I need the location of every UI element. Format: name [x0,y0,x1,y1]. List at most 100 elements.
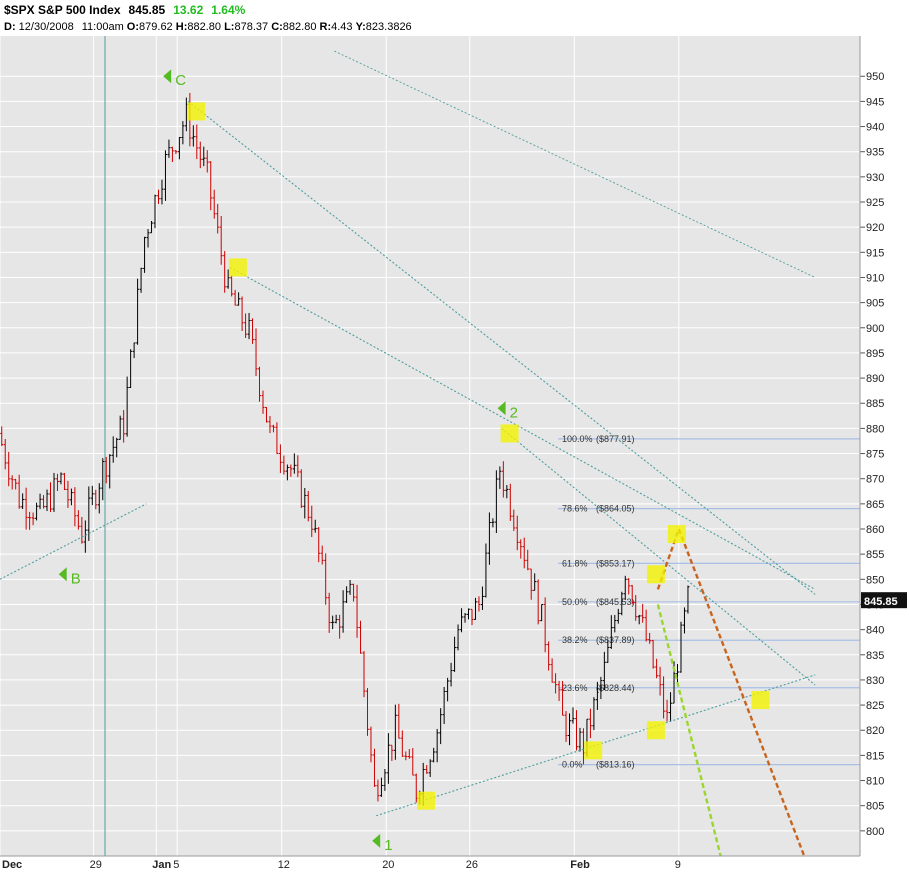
x-tick-label: 9 [675,859,681,871]
y-tick-label: 880 [866,423,884,435]
y-tick-label: 820 [866,725,884,737]
y-tick-label: 840 [866,625,884,637]
current-price-tag: 845.85 [861,592,907,609]
highlight-marker [417,791,435,810]
y-tick-label: 865 [866,499,884,511]
y-tick-label: 920 [866,222,884,234]
y-tick-label: 895 [866,348,884,360]
range-label: R: [319,21,332,33]
wave-label: B [71,570,81,587]
trendline-outer-upper [334,50,816,278]
wave-labels: C B 1 2 [58,69,518,854]
highlight-marker [500,424,519,443]
y-tick-label: 860 [866,524,884,536]
open-value: 879.62 [139,21,173,33]
y-value: 823.3826 [365,21,412,33]
highlight-marker [228,258,247,277]
y-tick-label: 925 [866,197,884,209]
highlight-marker [584,741,603,760]
y-tick-label: 900 [866,323,884,335]
x-tick-label: 5 [173,859,179,871]
fib-level-label: 23.6% [562,683,588,693]
projection-green [656,604,722,857]
title-line: $SPX S&P 500 Index 845.85 13.62 1.64% [4,3,245,17]
wave-label: C [175,72,186,89]
fib-level-label: 50.0% [562,597,588,607]
trendline-steep-channel [501,427,816,686]
x-tick-label: Dec [2,859,22,871]
open-label: O: [126,21,140,33]
high-value: 882.80 [187,21,222,33]
wave-arrow-icon [372,833,381,848]
range-value: 4.43 [331,21,353,33]
low-value: 878.37 [234,21,269,33]
fib-level-value: ($845.53) [596,597,635,607]
fib-level-label: 61.8% [562,558,588,568]
fib-level-label: 38.2% [562,635,588,645]
y-tick-label: 855 [866,549,884,561]
trendline-upper-channel [187,100,816,595]
bar-date: 12/30/2008 [18,21,74,33]
trendlines [0,50,816,817]
x-tick-label: 12 [278,859,290,871]
y-axis: 8008058108158208258308358408458508558608… [859,36,884,856]
y-label: Y: [355,21,366,33]
fib-level-value: ($837.89) [596,635,635,645]
trendline-lower-support [376,674,816,817]
fib-level-value: ($864.05) [596,504,635,514]
y-axis-panel [860,0,909,874]
fib-level-value: ($853.17) [596,558,635,568]
y-tick-label: 950 [866,71,884,83]
price-change: 13.62 [173,3,204,17]
y-tick-label: 815 [866,750,884,762]
y-tick-label: 915 [866,247,884,259]
fib-level-value: ($828.44) [596,683,635,693]
date-label: D: [4,21,16,33]
y-tick-label: 835 [866,650,884,662]
y-tick-label: 910 [866,272,884,284]
ohlc-line: D: 12/30/2008 11:00am O:879.62 H:882.80 L… [4,20,412,34]
close-value: 882.80 [282,21,317,33]
highlight-marker [751,691,770,710]
index-name: S&P 500 Index [38,3,121,17]
x-tick-label: Feb [570,859,590,871]
y-tick-label: 825 [866,700,884,712]
y-tick-label: 805 [866,801,884,813]
highlight-marker [667,525,686,544]
y-tick-label: 800 [866,826,884,838]
chart-header: $SPX S&P 500 Index 845.85 13.62 1.64% D: 12… [0,0,860,36]
projection-paths [656,525,806,857]
y-tick-label: 935 [866,147,884,159]
y-tick-label: 810 [866,776,884,788]
x-tick-label: Jan [152,859,171,871]
wave-label: 2 [510,404,518,421]
wave-arrow-icon [497,401,506,416]
y-tick-label: 940 [866,122,884,134]
price-tag-label: 845.85 [864,596,898,608]
y-tick-label: 945 [866,96,884,108]
highlight-markers [187,102,770,810]
trendline-inner-channel [229,266,816,590]
wave-arrow-icon [163,69,172,84]
close-label: C: [271,21,283,33]
fib-level-value: ($813.16) [596,760,635,770]
fib-level-label: 0.0% [562,760,583,770]
low-label: L: [224,21,235,33]
highlight-marker [646,565,665,584]
bar-time: 11:00am [81,21,124,33]
fib-level-label: 100.0% [562,434,593,444]
high-label: H: [175,21,188,33]
y-tick-label: 870 [866,474,884,486]
plot-background [0,36,860,856]
fib-level-value: ($877.91) [596,434,635,444]
wave-label: 1 [384,837,392,854]
x-tick-label: 29 [90,859,102,871]
y-tick-label: 830 [866,675,884,687]
fib-level-label: 78.6% [562,504,588,514]
wave-arrow-icon [58,567,67,582]
projection-orange [656,525,806,857]
y-tick-label: 905 [866,298,884,310]
fibonacci-retracement: 100.0% ($877.91) 78.6% ($864.05) 61.8% ($853.… [558,434,860,770]
